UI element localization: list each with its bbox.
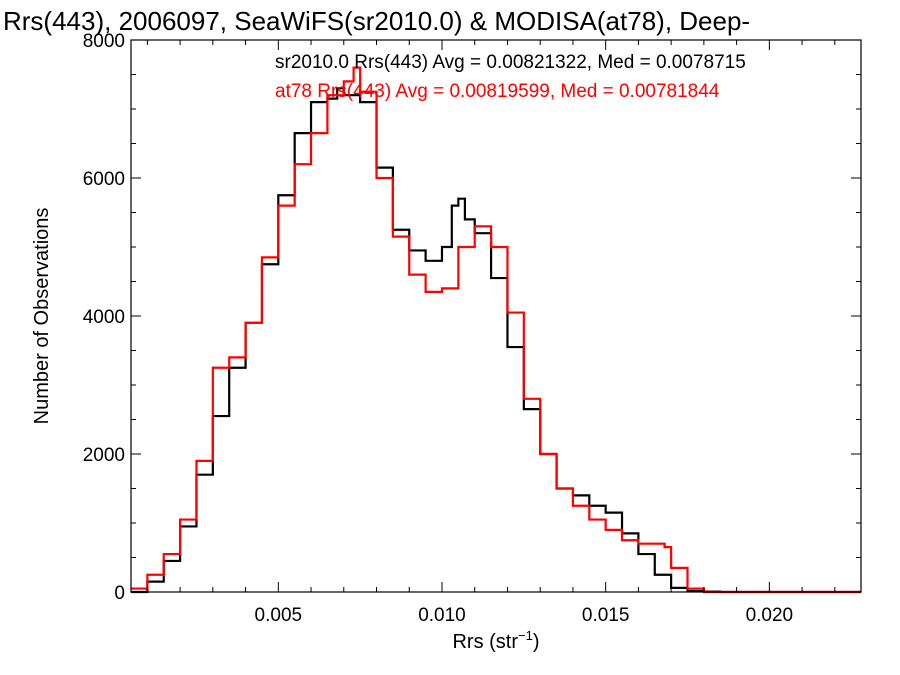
y-tick-label: 8000 (83, 31, 125, 52)
legend-entry-1: sr2010.0 Rrs(443) Avg = 0.00821322, Med … (275, 52, 746, 73)
series-line-2 (131, 66, 861, 594)
y-tick-label: 4000 (83, 307, 125, 328)
y-axis-label: Number of Observations (31, 208, 53, 425)
x-tick-label: 0.020 (746, 605, 794, 626)
legend-entry-2: at78 Rrs(443) Avg = 0.00819599, Med = 0.… (275, 81, 720, 102)
y-tick-label: 2000 (83, 445, 125, 466)
x-axis-label: Rrs (str−1) (452, 628, 539, 653)
x-tick-label: 0.015 (582, 605, 630, 626)
series-line-1 (131, 87, 861, 594)
y-tick-label: 6000 (83, 169, 125, 190)
x-tick-label: 0.010 (418, 605, 466, 626)
axis-ticks: 0.005 0.010 0.015 0.020 0 2000 4000 6000 8000 (83, 31, 861, 626)
x-tick-label: 0.005 (255, 605, 303, 626)
series-layer (131, 66, 861, 594)
chart-title: Rrs(443), 2006097, SeaWiFS(sr2010.0) & M… (3, 6, 750, 36)
y-tick-label: 0 (114, 583, 125, 604)
plot-frame (130, 39, 862, 593)
